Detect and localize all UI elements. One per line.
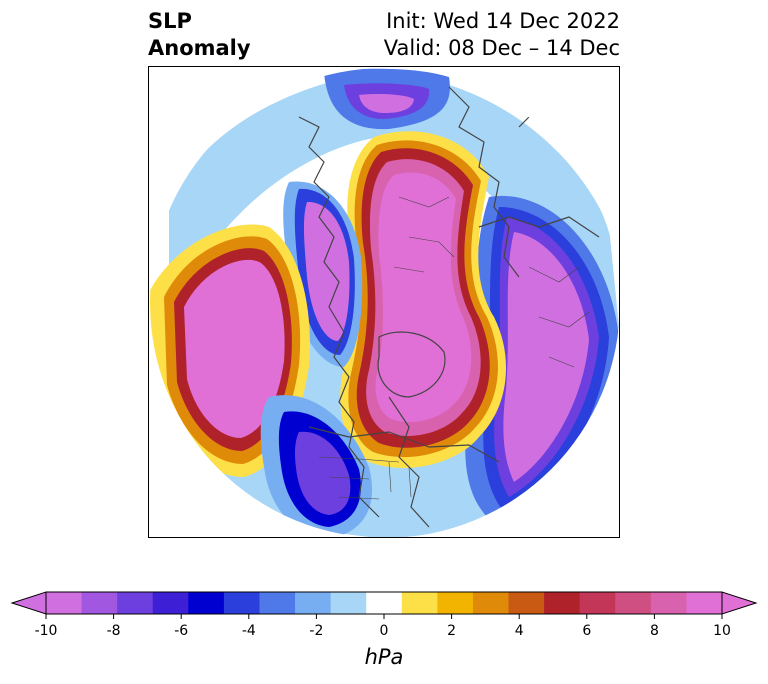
colorbar-cells	[46, 592, 723, 614]
colorbar-cell	[152, 592, 189, 614]
colorbar-cell	[223, 592, 260, 614]
colorbar-under-arrow	[10, 591, 47, 615]
colorbar-tick-label: 8	[650, 623, 659, 639]
colorbar-cell	[401, 592, 438, 614]
colorbar-tick-label: 4	[515, 623, 524, 639]
colorbar-tick-label: -8	[107, 623, 121, 639]
colorbar-unit-label: hPa	[364, 645, 404, 669]
colorbar-cell	[259, 592, 296, 614]
colorbar-cell	[330, 592, 367, 614]
colorbar-ticks: -10 -8 -6 -4 -2 0 2 4 6 8 10	[35, 614, 731, 639]
init-date: Init: Wed 14 Dec 2022	[386, 9, 620, 33]
siberia-low	[324, 68, 450, 130]
colorbar-cell	[579, 592, 616, 614]
map-panel	[148, 66, 620, 538]
colorbar-cell	[437, 592, 474, 614]
colorbar-over-arrow	[721, 591, 758, 615]
colorbar-cell	[650, 592, 687, 614]
colorbar-cell	[686, 592, 723, 614]
country-borders	[318, 196, 590, 500]
colorbar-tick-label: -6	[174, 623, 188, 639]
anomaly-map	[150, 68, 619, 537]
colorbar-cell	[81, 592, 118, 614]
title-line-1: SLP	[148, 9, 192, 33]
colorbar-tick-label: -4	[242, 623, 256, 639]
colorbar-tick-label: 2	[447, 623, 456, 639]
title-line-2: Anomaly	[148, 36, 251, 60]
colorbar-cell	[366, 592, 403, 614]
arctic-canada-high	[340, 131, 506, 468]
colorbar-cell	[117, 592, 154, 614]
colorbar-tick-label: 6	[582, 623, 591, 639]
map-title: SLP Anomaly	[148, 8, 251, 62]
western-north-america-low	[260, 395, 373, 537]
colorbar-tick-label: 0	[380, 623, 389, 639]
colorbar: -10 -8 -6 -4 -2 0 2 4 6 8 10	[10, 591, 758, 639]
colorbar-cell	[46, 592, 83, 614]
colorbar-tick-label: -10	[35, 623, 58, 639]
valid-range: Valid: 08 Dec – 14 Dec	[383, 36, 620, 60]
colorbar-tick-label: 10	[713, 623, 731, 639]
colorbar-cell	[508, 592, 545, 614]
colorbar-cell	[472, 592, 510, 614]
colorbar-cell	[295, 592, 332, 614]
colorbar-tick-label: -2	[309, 623, 323, 639]
colorbar-cell	[615, 592, 652, 614]
colorbar-cell	[188, 592, 225, 614]
map-date-info: Init: Wed 14 Dec 2022 Valid: 08 Dec – 14…	[384, 8, 620, 62]
colorbar-cell	[544, 592, 581, 614]
atlantic-europe-low	[465, 195, 619, 528]
